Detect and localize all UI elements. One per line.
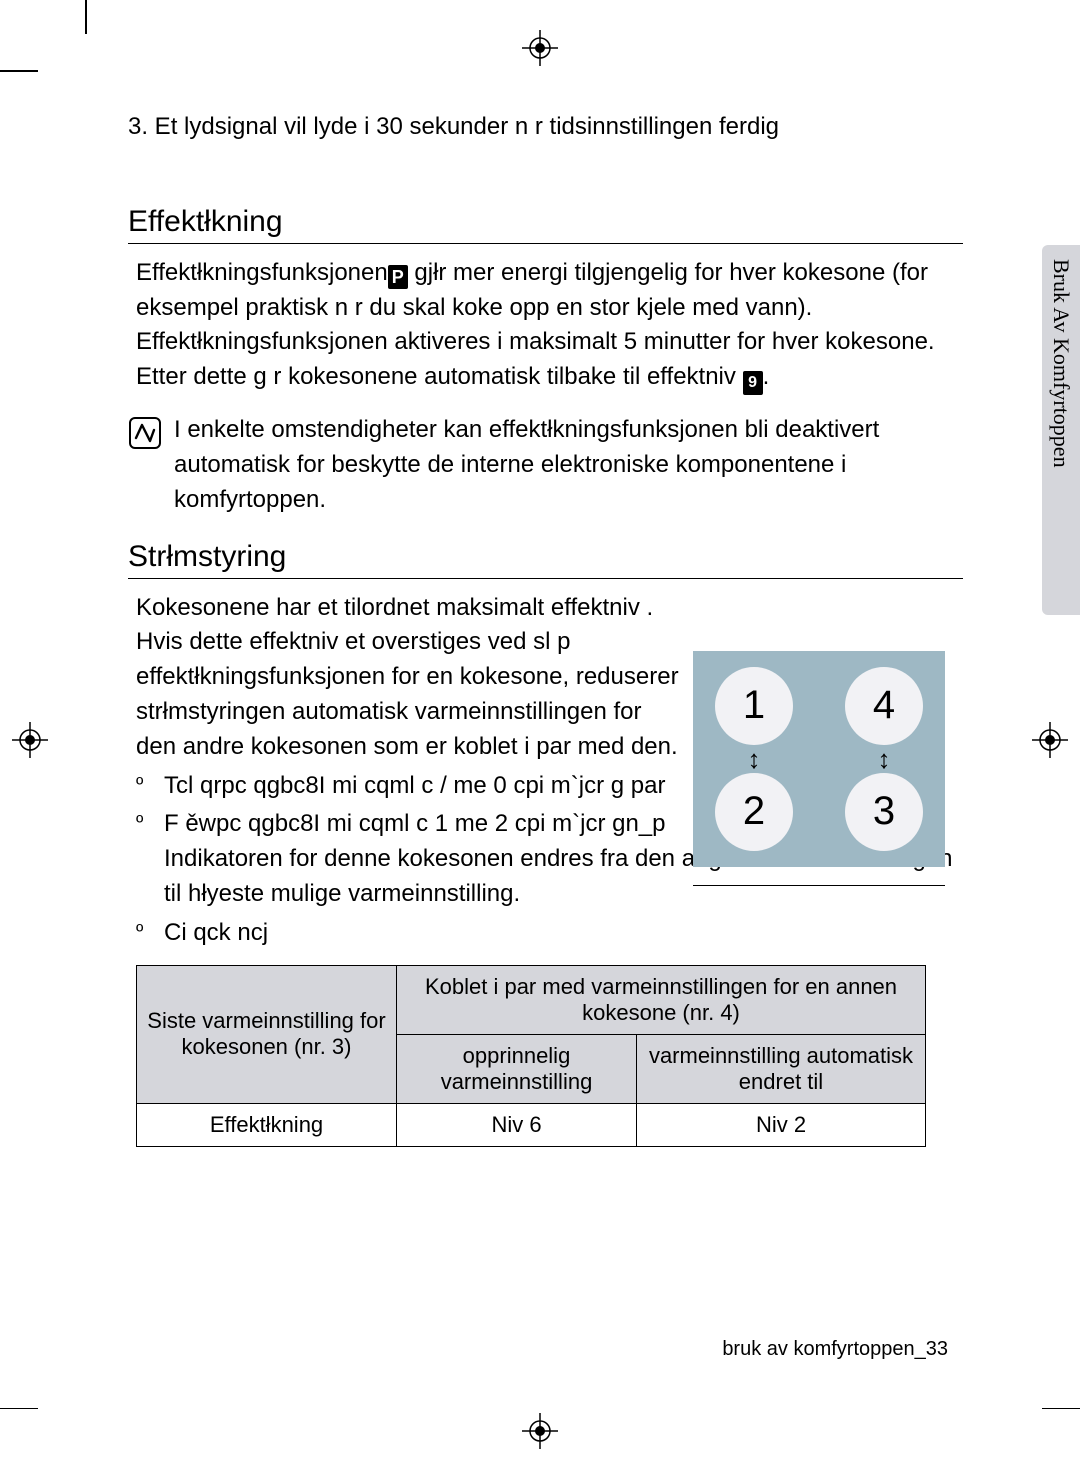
- zone-1: 1: [715, 667, 793, 745]
- arrow-icon: ↕: [748, 746, 761, 772]
- registration-mark-icon: [12, 722, 48, 758]
- note-block: I enkelte omstendigheter kan effektłknin…: [128, 413, 963, 517]
- bullet-icon: º: [136, 916, 164, 951]
- cell: Effektłkning: [137, 1103, 397, 1146]
- registration-mark-icon: [522, 1413, 558, 1449]
- zone-diagram: 1 4 ↕ ↕ 2 3: [693, 651, 945, 886]
- level-9-icon: 9: [743, 371, 763, 395]
- strom-title: Strłmstyring: [128, 540, 963, 579]
- crop-mark: [1042, 1408, 1080, 1410]
- zone-3: 3: [845, 773, 923, 851]
- bullet-icon: º: [136, 769, 164, 804]
- effekt-para-1: EffektłkningsfunksjonenP gjłr mer energi…: [136, 256, 963, 326]
- crop-mark: [0, 1408, 38, 1410]
- effekt-para-2: Effektłkningsfunksjonen aktiveres i maks…: [136, 325, 963, 360]
- effekt-p3b: .: [763, 363, 770, 390]
- side-tab: Bruk Av Komfyrtoppen: [1042, 245, 1080, 615]
- cell: Niv 2: [637, 1103, 926, 1146]
- cell: Niv 6: [397, 1103, 637, 1146]
- zone-2: 2: [715, 773, 793, 851]
- th-right-b: varmeinnstilling automatisk endret til: [637, 1034, 926, 1103]
- crop-mark: [85, 0, 87, 34]
- effekt-p3a: Etter dette g r kokesonene automatisk ti…: [136, 363, 743, 390]
- crop-mark: [0, 70, 38, 72]
- effekt-p1a: Effektłkningsfunksjonen: [136, 259, 388, 286]
- th-right-top: Koblet i par med varmeinnstillingen for …: [397, 965, 926, 1034]
- step-3-text: 3. Et lydsignal vil lyde i 30 sekunder n…: [128, 110, 963, 145]
- arrow-icon: ↕: [878, 746, 891, 772]
- strom-p1: Kokesonene har et tilordnet maksimalt ef…: [136, 591, 688, 626]
- bullet-icon: º: [136, 807, 164, 911]
- side-tab-label: Bruk Av Komfyrtoppen: [1048, 259, 1074, 468]
- note-icon: [128, 416, 162, 450]
- effekt-para-3: Etter dette g r kokesonene automatisk ti…: [136, 360, 963, 395]
- strom-p2: Hvis dette effektniv et overstiges ved s…: [136, 625, 688, 764]
- page-footer: bruk av komfyrtoppen_33: [722, 1338, 948, 1361]
- registration-mark-icon: [1032, 722, 1068, 758]
- registration-mark-icon: [522, 30, 558, 66]
- zone-4: 4: [845, 667, 923, 745]
- bullet-3: º Ci qck ncj: [136, 916, 963, 951]
- th-right-a: opprinnelig varmeinnstilling: [397, 1034, 637, 1103]
- power-boost-icon: P: [388, 265, 408, 289]
- bullet-3-text: Ci qck ncj: [164, 916, 963, 951]
- effekt-title: Effektłkning: [128, 205, 963, 244]
- note-text: I enkelte omstendigheter kan effektłknin…: [174, 413, 963, 517]
- heat-table: Siste varmeinnstilling for kokesonen (nr…: [136, 965, 926, 1147]
- th-left: Siste varmeinnstilling for kokesonen (nr…: [137, 965, 397, 1103]
- diagram-rule: [693, 885, 945, 886]
- table-row: Effektłkning Niv 6 Niv 2: [137, 1103, 926, 1146]
